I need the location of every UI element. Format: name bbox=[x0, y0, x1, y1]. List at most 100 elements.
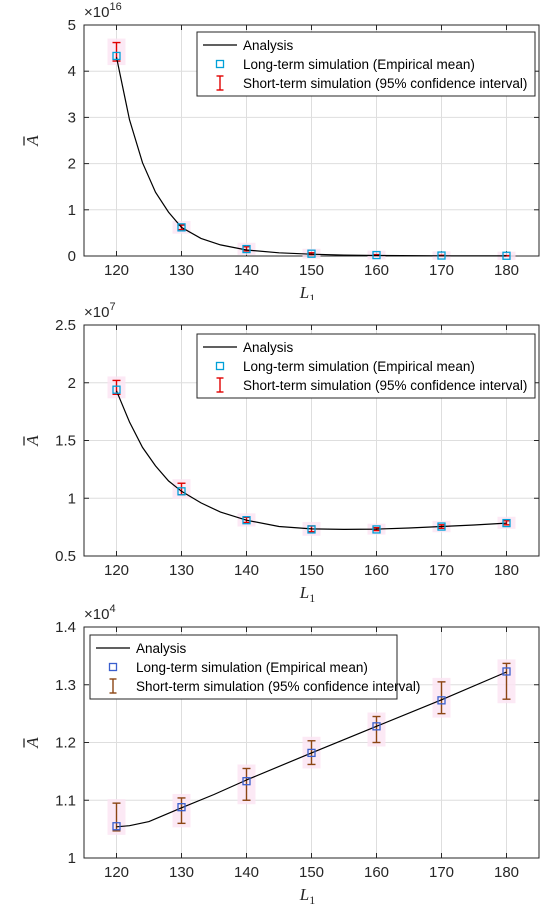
analysis-curve bbox=[115, 57, 507, 257]
axis-exponent-power: 16 bbox=[109, 1, 121, 13]
x-tick-label: 180 bbox=[494, 262, 519, 279]
data-point-marker bbox=[242, 244, 251, 254]
y-tick-label: 1 bbox=[68, 202, 76, 219]
data-point-marker bbox=[502, 667, 511, 676]
axis-exponent-power: 7 bbox=[109, 301, 115, 313]
data-point-marker bbox=[437, 696, 446, 705]
x-axis-title-main: L bbox=[299, 583, 309, 602]
x-tick-label: 160 bbox=[364, 562, 389, 579]
x-tick-label: 160 bbox=[364, 864, 389, 881]
legend-label: Long-term simulation (Empirical mean) bbox=[243, 359, 475, 374]
data-point-marker bbox=[502, 251, 511, 260]
data-point-marker bbox=[372, 525, 381, 534]
x-tick-label: 180 bbox=[494, 562, 519, 579]
y-tick-label: 5 bbox=[68, 17, 76, 34]
data-point-marker bbox=[502, 518, 511, 528]
x-tick-label: 140 bbox=[234, 262, 259, 279]
analysis-curve bbox=[115, 390, 507, 531]
legend: Analysis Long-term simulation (Empirical … bbox=[196, 31, 536, 97]
x-tick-label: 120 bbox=[104, 562, 129, 579]
legend-label: Short-term simulation (95% confidence in… bbox=[243, 378, 527, 393]
y-axis-title: A bbox=[23, 135, 42, 147]
x-tick-label: 140 bbox=[234, 562, 259, 579]
marker-series bbox=[112, 51, 511, 260]
legend: Analysis Long-term simulation (Empirical … bbox=[89, 634, 420, 700]
x-axis-title: L1 bbox=[299, 885, 315, 905]
y-tick-label: 1 bbox=[68, 850, 76, 867]
y-tick-label: 1.2 bbox=[55, 735, 76, 752]
x-axis-title-subscript: 1 bbox=[309, 893, 315, 905]
axis-exponent: ×107 bbox=[84, 301, 116, 321]
data-point-marker bbox=[112, 51, 121, 61]
chart-panel-3: 120 130 140 150 160 170 180 1 1.1 1.2 1.3 1.4 ×104 L1… bbox=[0, 602, 550, 905]
y-axis-title: A bbox=[23, 737, 42, 749]
y-tick-label: 0.5 bbox=[55, 548, 76, 565]
data-point-marker bbox=[112, 822, 121, 831]
data-point-marker bbox=[177, 487, 186, 496]
y-axis-title: A bbox=[23, 435, 42, 447]
x-tick-label: 120 bbox=[104, 864, 129, 881]
legend-box bbox=[196, 333, 536, 399]
legend-marker-symbol bbox=[215, 361, 225, 371]
x-tick-label: 130 bbox=[169, 562, 194, 579]
x-tick-label: 160 bbox=[364, 262, 389, 279]
y-tick-label: 1.3 bbox=[55, 677, 76, 694]
legend-label: Analysis bbox=[243, 38, 294, 53]
x-tick-label: 140 bbox=[234, 864, 259, 881]
x-axis-title-subscript: 1 bbox=[309, 291, 315, 300]
legend-box bbox=[196, 31, 536, 97]
axis-exponent-base: ×10 bbox=[84, 606, 109, 623]
x-tick-label: 150 bbox=[299, 864, 324, 881]
y-tick-label: 1.4 bbox=[55, 619, 76, 636]
x-tick-label: 130 bbox=[169, 864, 194, 881]
legend-box bbox=[89, 634, 398, 700]
analysis-curve bbox=[116, 671, 507, 828]
data-point-marker bbox=[307, 249, 316, 258]
y-tick-label: 2 bbox=[68, 156, 76, 173]
axis-exponent-power: 4 bbox=[109, 603, 115, 615]
x-tick-label: 170 bbox=[429, 562, 454, 579]
data-point-marker bbox=[372, 250, 381, 260]
legend-label: Long-term simulation (Empirical mean) bbox=[136, 660, 368, 675]
x-axis-title: L1 bbox=[299, 583, 315, 602]
y-tick-label: 2 bbox=[68, 375, 76, 392]
y-tick-label: 0 bbox=[68, 248, 76, 265]
legend-label: Short-term simulation (95% confidence in… bbox=[136, 679, 420, 694]
y-tick-label: 1 bbox=[68, 490, 76, 507]
x-tick-label: 150 bbox=[299, 262, 324, 279]
chart-svg-2: 120 130 140 150 160 170 180 0.5 1 1.5 2 2.5 ×107 L1 A A… bbox=[23, 301, 540, 602]
chart-svg-3: 120 130 140 150 160 170 180 1 1.1 1.2 1.3 1.4 ×104 L1… bbox=[23, 603, 540, 905]
legend-marker-symbol bbox=[108, 662, 118, 672]
y-tick-label: 3 bbox=[68, 109, 76, 126]
data-point-marker bbox=[242, 777, 251, 786]
data-point-marker bbox=[177, 223, 186, 232]
x-tick-label: 180 bbox=[494, 864, 519, 881]
data-point-marker bbox=[307, 525, 316, 534]
legend-label: Short-term simulation (95% confidence in… bbox=[243, 76, 527, 91]
data-point-marker bbox=[372, 722, 381, 731]
x-tick-label: 120 bbox=[104, 262, 129, 279]
axis-exponent: ×104 bbox=[84, 603, 116, 623]
data-point-marker bbox=[242, 516, 251, 525]
x-axis-title-main: L bbox=[299, 283, 309, 300]
legend: Analysis Long-term simulation (Empirical … bbox=[196, 333, 536, 399]
y-tick-label: 1.1 bbox=[55, 792, 76, 809]
data-point-marker bbox=[437, 251, 446, 260]
y-tick-label: 1.5 bbox=[55, 433, 76, 450]
axis-exponent-base: ×10 bbox=[84, 304, 109, 321]
data-point-marker bbox=[307, 748, 316, 758]
chart-svg-1: 120 130 140 150 160 170 180012345×1016L1AAnaly… bbox=[23, 1, 540, 300]
marker-series bbox=[112, 385, 511, 534]
x-tick-label: 150 bbox=[299, 562, 324, 579]
x-tick-label: 130 bbox=[169, 262, 194, 279]
x-tick-label: 170 bbox=[429, 262, 454, 279]
y-tick-label: 4 bbox=[68, 63, 76, 80]
data-point-marker bbox=[112, 385, 121, 394]
chart-panel-1: 120 130 140 150 160 170 180 0 1 2 3 4 5 ×1016 L1 A Analy… bbox=[0, 0, 550, 300]
axis-exponent-base: ×10 bbox=[84, 4, 109, 21]
data-point-marker bbox=[437, 522, 446, 531]
x-tick-label: 170 bbox=[429, 864, 454, 881]
legend-label: Analysis bbox=[136, 641, 187, 656]
y-tick-label: 2.5 bbox=[55, 317, 76, 334]
marker-series bbox=[112, 667, 511, 831]
